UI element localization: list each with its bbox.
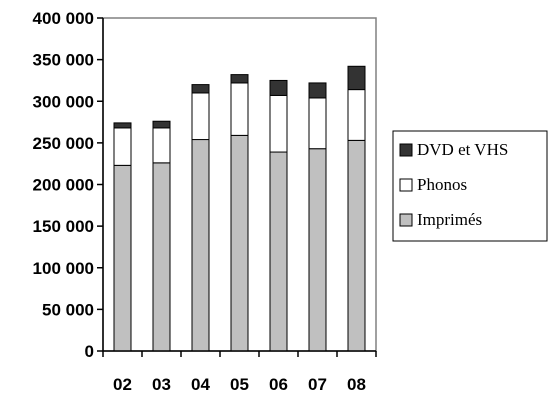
bar-phonos-05 bbox=[230, 82, 249, 136]
legend-swatch bbox=[399, 178, 413, 192]
plot-area bbox=[102, 17, 377, 352]
y-tick-label: 0 bbox=[85, 342, 94, 361]
y-tick-label: 100 000 bbox=[33, 259, 94, 278]
bar-dvd-et-vhs-08 bbox=[347, 65, 366, 91]
bar-phonos-03 bbox=[152, 127, 171, 164]
bar-dvd-et-vhs-04 bbox=[191, 84, 210, 94]
bar-dvd-et-vhs-05 bbox=[230, 74, 249, 84]
x-tick-label: 03 bbox=[152, 375, 171, 394]
bar-phonos-02 bbox=[113, 127, 132, 166]
bar-phonos-04 bbox=[191, 92, 210, 141]
bar-imprim-s-08 bbox=[347, 139, 366, 352]
bar-imprim-s-07 bbox=[308, 148, 327, 352]
bar-dvd-et-vhs-02 bbox=[113, 122, 132, 129]
bar-phonos-06 bbox=[269, 94, 288, 153]
x-tick-label: 02 bbox=[113, 375, 132, 394]
x-tick-label: 06 bbox=[269, 375, 288, 394]
legend: DVD et VHS Phonos Imprimés bbox=[392, 130, 548, 242]
legend-box bbox=[392, 130, 548, 242]
bar-phonos-08 bbox=[347, 89, 366, 141]
y-tick-label: 50 000 bbox=[42, 300, 94, 319]
legend-label: Phonos bbox=[417, 175, 467, 194]
bar-imprim-s-06 bbox=[269, 151, 288, 352]
bar-imprim-s-03 bbox=[152, 162, 171, 352]
legend-swatch bbox=[399, 143, 413, 157]
bar-dvd-et-vhs-07 bbox=[308, 82, 327, 99]
bar-imprim-s-02 bbox=[113, 164, 132, 352]
y-axis: 0 50 000 100 000 150 000 200 000 250 000 300 0… bbox=[33, 9, 104, 361]
y-tick-label: 250 000 bbox=[33, 134, 94, 153]
x-axis: 02 03 04 05 06 07 08 bbox=[102, 350, 377, 394]
x-tick-label: 05 bbox=[230, 375, 249, 394]
y-tick-label: 350 000 bbox=[33, 51, 94, 70]
legend-label: DVD et VHS bbox=[417, 140, 508, 159]
y-tick-label: 200 000 bbox=[33, 176, 94, 195]
y-tick-label: 300 000 bbox=[33, 92, 94, 111]
x-tick-label: 04 bbox=[191, 375, 210, 394]
bar-imprim-s-05 bbox=[230, 134, 249, 352]
bar-phonos-07 bbox=[308, 97, 327, 150]
x-tick-label: 08 bbox=[347, 375, 366, 394]
bar-imprim-s-04 bbox=[191, 139, 210, 352]
bar-dvd-et-vhs-06 bbox=[269, 79, 288, 96]
legend-swatch bbox=[399, 213, 413, 227]
x-tick-label: 07 bbox=[308, 375, 327, 394]
y-tick-label: 400 000 bbox=[33, 9, 94, 28]
y-tick-label: 150 000 bbox=[33, 217, 94, 236]
bar-dvd-et-vhs-03 bbox=[152, 120, 171, 129]
legend-label: Imprimés bbox=[417, 210, 482, 229]
